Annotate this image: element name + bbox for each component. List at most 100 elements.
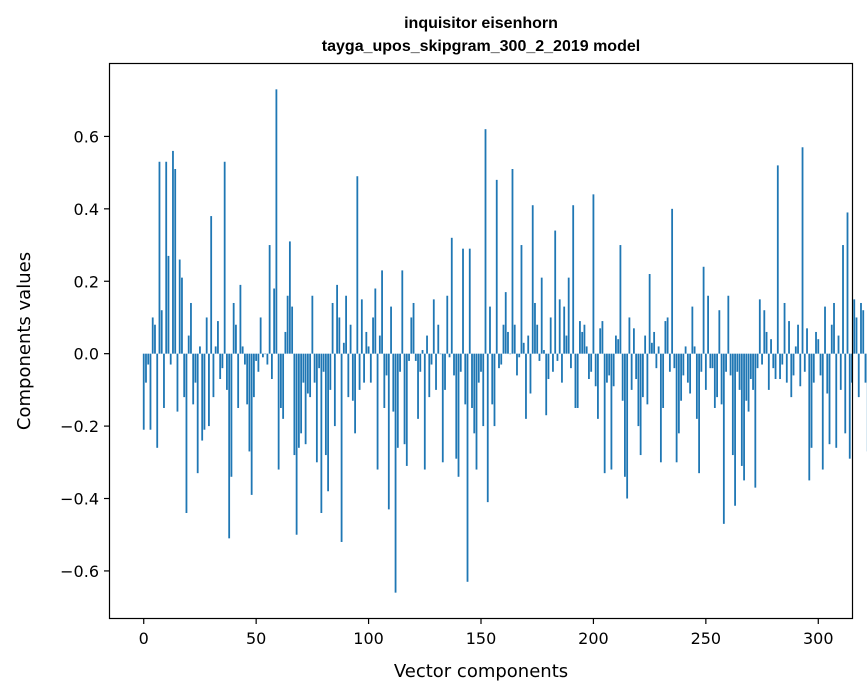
bar-203 [599,328,602,354]
bar-248 [700,353,703,372]
bar-61 [279,353,282,408]
bar-93 [351,353,354,401]
bar-63 [284,331,287,354]
bar-17 [181,277,183,354]
bar-287 [788,321,790,354]
bar-282 [776,165,779,354]
bar-25 [199,346,201,354]
bar-262 [731,353,734,456]
bar-168 [520,245,523,354]
bar-277 [765,331,768,354]
bar-140 [457,353,460,477]
bar-8 [160,310,163,354]
bar-253 [711,353,714,369]
bar-65 [288,241,291,354]
bar-95 [356,176,359,354]
bar-254 [713,353,716,408]
bar-45 [244,353,246,365]
bar-189 [567,277,570,354]
bar-160 [502,324,505,354]
bar-53 [262,353,264,358]
chart-title: inquisitor eisenhorn [404,15,558,32]
bar-235 [671,208,674,354]
bar-159 [500,353,503,365]
bar-310 [839,353,842,390]
bar-278 [767,353,770,390]
bar-239 [680,353,683,401]
bar-283 [779,353,781,380]
bar-260 [727,295,730,354]
bar-219 [635,353,638,380]
bar-217 [630,353,633,390]
bar-30 [210,216,213,354]
y-tick-label-2: −0.2 [60,417,99,436]
bar-309 [837,335,840,354]
bar-107 [383,353,386,408]
bar-83 [329,353,332,390]
bar-185 [558,299,561,354]
bar-257 [720,353,723,405]
bar-72 [304,353,307,445]
bar-64 [286,295,289,354]
bar-311 [842,245,844,354]
bar-290 [794,346,797,354]
bar-208 [610,353,613,470]
bar-244 [691,306,694,354]
bar-101 [369,353,372,383]
bar-221 [639,353,642,456]
bar-307 [833,302,835,354]
bar-114 [399,353,401,372]
bar-164 [511,169,514,354]
bar-91 [347,353,350,398]
bar-41 [235,324,237,354]
bar-49 [253,353,255,398]
bar-258 [722,353,725,524]
bar-111 [392,353,395,412]
bar-201 [594,353,597,387]
y-tick-label-1: −0.4 [60,490,99,509]
bar-106 [381,270,383,354]
bar-102 [372,317,374,354]
bar-161 [504,292,507,354]
x-tick-label-100: 100 [353,629,384,648]
bar-246 [695,353,698,419]
bar-67 [293,353,296,456]
bar-122 [417,353,419,419]
bar-100 [367,346,370,354]
bar-268 [745,353,748,401]
bar-series [142,89,867,593]
bar-14 [174,169,177,354]
bar-294 [803,353,806,372]
bar-222 [641,353,644,398]
bar-256 [718,310,721,354]
bar-195 [581,331,584,354]
bar-110 [390,306,392,354]
bar-34 [219,353,222,380]
bar-152 [484,129,487,354]
bar-186 [561,353,563,383]
bar-313 [846,212,849,354]
bar-150 [480,353,482,372]
bar-151 [482,353,485,427]
bar-24 [196,353,199,474]
bar-79 [320,353,323,513]
bar-241 [684,346,687,354]
bar-19 [185,353,188,513]
bar-276 [763,310,766,354]
bar-230 [659,353,662,463]
bar-46 [246,353,249,405]
bar-16 [178,259,181,354]
bar-15 [176,353,179,412]
bar-247 [698,353,700,474]
bar-215 [626,353,629,499]
bar-270 [749,353,752,380]
bar-118 [408,353,410,361]
bar-154 [489,306,491,354]
bar-318 [857,353,860,398]
bar-286 [785,353,788,383]
y-axis-label: Components values [14,252,35,430]
x-tick-label-50: 50 [246,629,266,648]
x-tick-label-250: 250 [691,629,722,648]
bar-58 [273,288,276,354]
bar-172 [529,353,532,394]
